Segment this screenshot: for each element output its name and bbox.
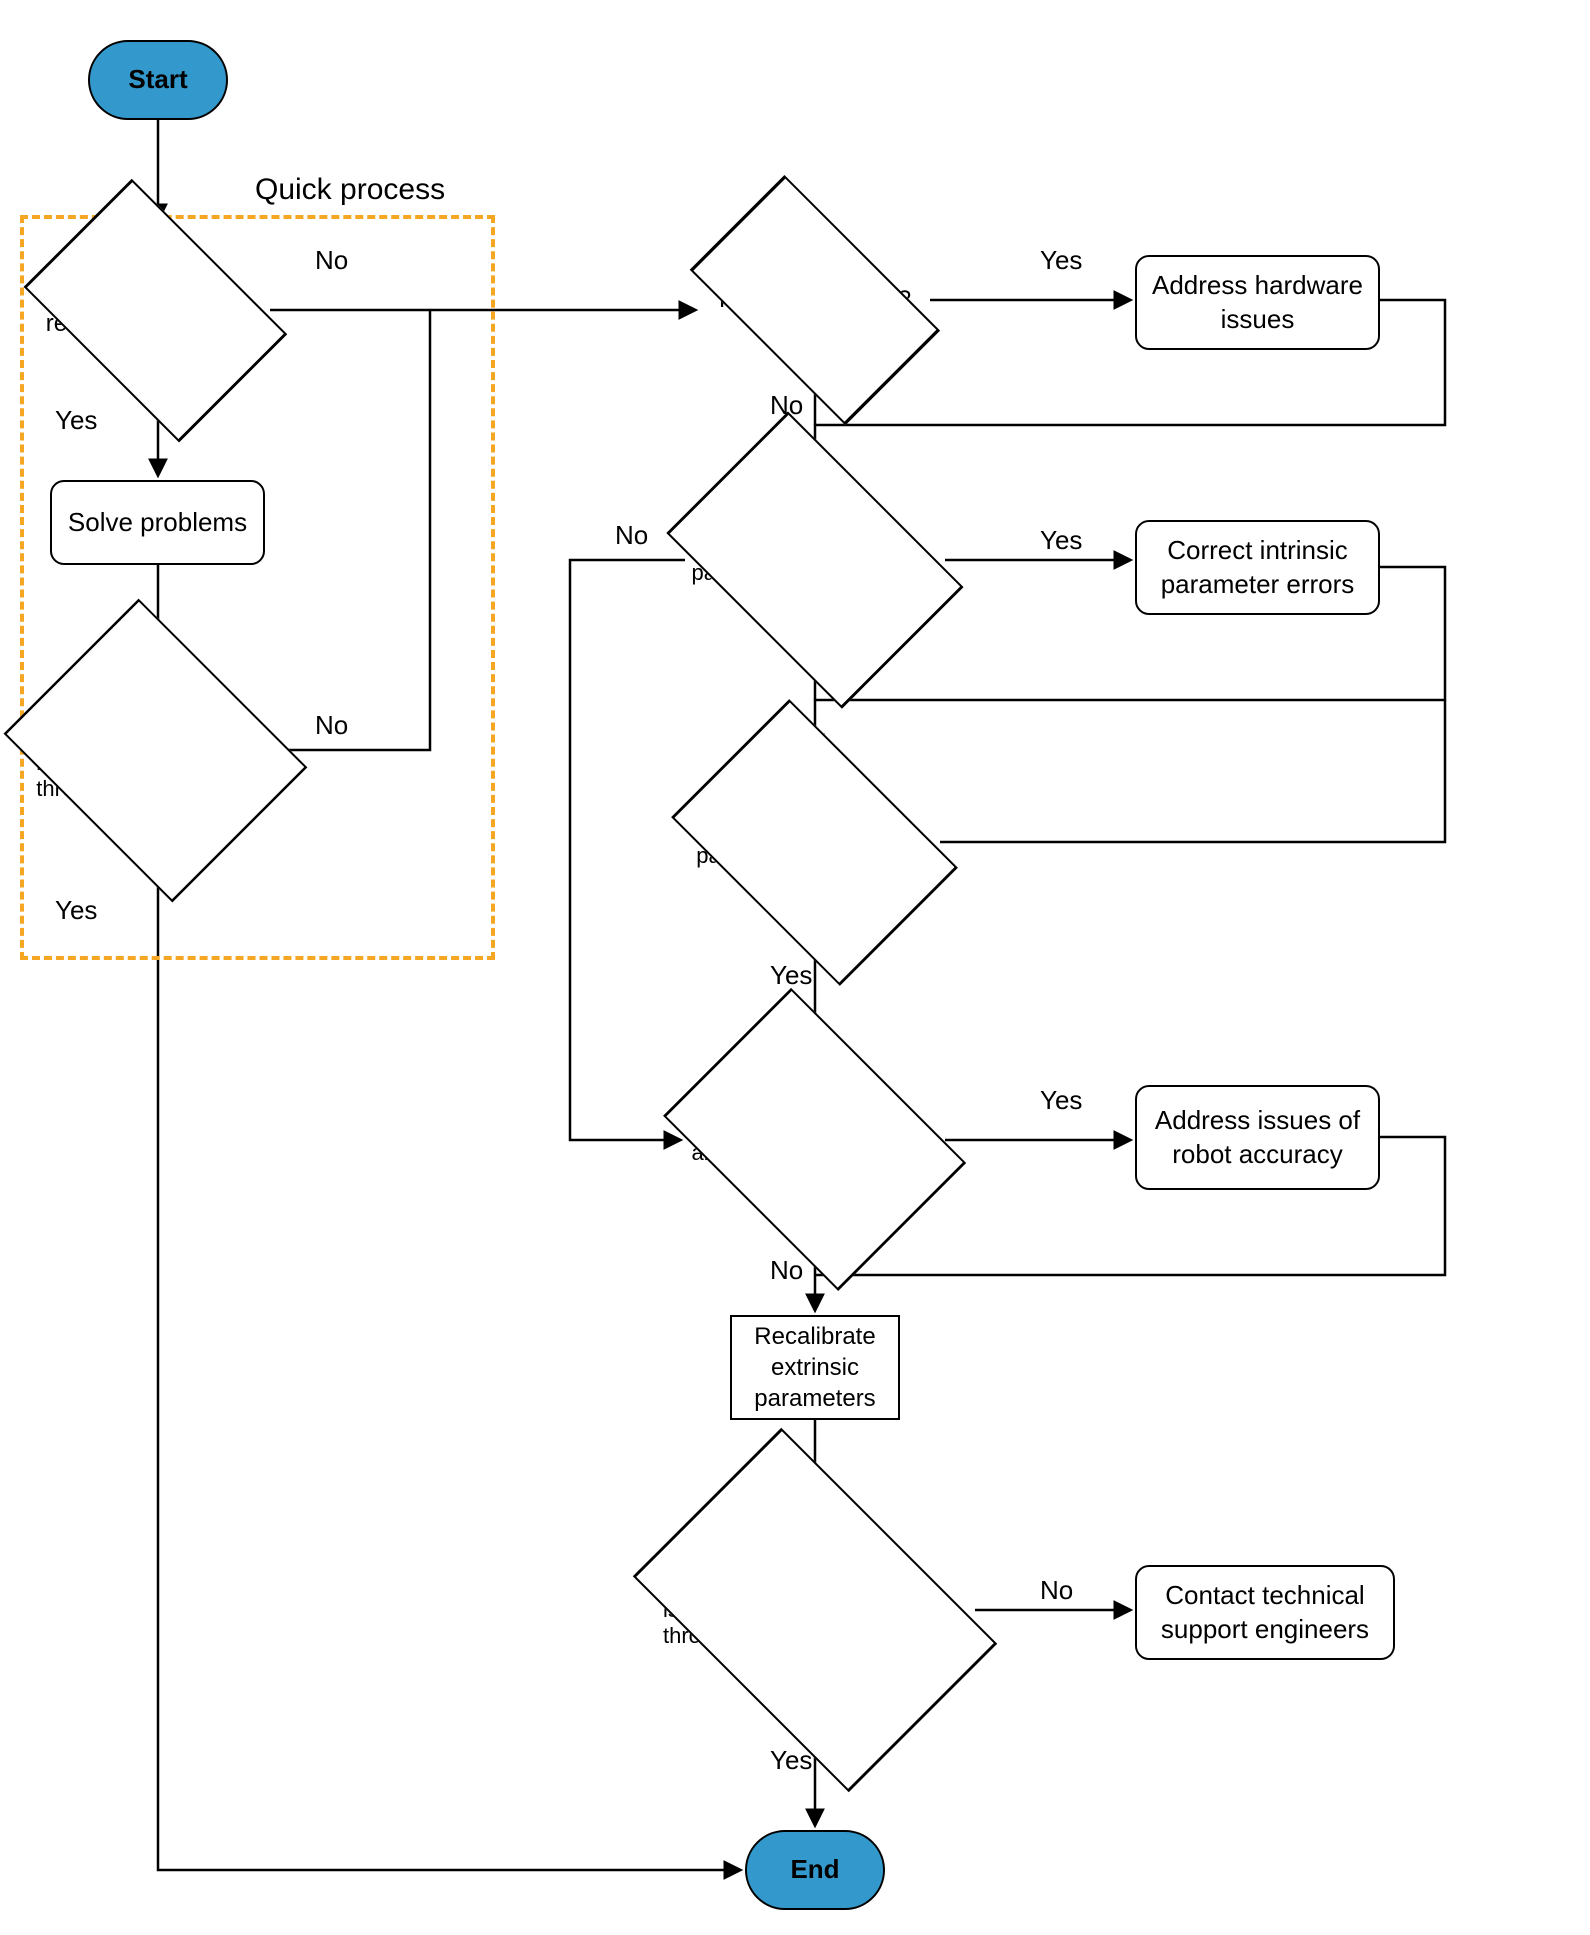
edge-label-acc_no: No	[770, 1255, 803, 1286]
edge-label-ver2_no: No	[1040, 1575, 1073, 1606]
decision-d_intr: Significant Intrinsic parameter errors?	[685, 470, 945, 650]
process-p_hw: Address hardware issues	[1135, 255, 1380, 350]
process-p_contact: Contact technical support engineers	[1135, 1565, 1395, 1660]
terminator-end: End	[745, 1830, 885, 1910]
edge-label-ver2_yes: Yes	[770, 1745, 812, 1776]
edge-label-intr_yes: Yes	[1040, 525, 1082, 556]
node-label: Address issues of robot accuracy	[1137, 1098, 1378, 1178]
edge-label-intr_no: No	[615, 520, 648, 551]
decision-d2: Verify if picking inaccuracy issue has b…	[30, 650, 280, 850]
edge-12	[940, 700, 1445, 842]
edge-label-d1_no: No	[315, 245, 348, 276]
node-label: Contact technical support engineers	[1137, 1573, 1393, 1653]
node-label: Start	[116, 57, 199, 103]
edge-label-d1_yes: Yes	[55, 405, 97, 436]
edge-label-extr_yes: Yes	[770, 960, 812, 991]
process-p_solve: Solve problems	[50, 480, 265, 565]
edge-label-acc_yes: Yes	[1040, 1085, 1082, 1116]
edge-label-hw_yes: Yes	[1040, 245, 1082, 276]
node-label: Recalibrate extrinsic parameters	[732, 1315, 898, 1421]
node-label: Correct intrinsic parameter errors	[1137, 528, 1378, 608]
decision-d1: Unqualified recognition results?	[40, 230, 270, 390]
node-label: Address hardware issues	[1137, 263, 1378, 343]
edge-20	[158, 850, 740, 1870]
quick-process-title: Quick process	[255, 173, 445, 207]
decision-d_extr: Larger extrinsic parameter errors?	[690, 755, 940, 930]
node-label: End	[778, 1847, 851, 1893]
decision-d_hw: Hardware issues?	[700, 230, 930, 370]
flowchart-canvas: Quick process Start Unqualified recogniti…	[0, 0, 1590, 1935]
process-rect-p_recal: Recalibrate extrinsic parameters	[730, 1315, 900, 1420]
terminator-start: Start	[88, 40, 228, 120]
process-p_acc: Address issues of robot accuracy	[1135, 1085, 1380, 1190]
process-p_intr: Correct intrinsic parameter errors	[1135, 520, 1380, 615]
node-label: Solve problems	[56, 500, 259, 546]
edge-9	[570, 560, 685, 1140]
decision-d_ver2: Verify if picking inaccuracy issue has b…	[655, 1500, 975, 1720]
edge-label-d2_no: No	[315, 710, 348, 741]
edge-label-d2_yes: Yes	[55, 895, 97, 926]
edge-label-hw_no: No	[770, 390, 803, 421]
decision-d_acc: Unqualified robot absolute accuracy?	[685, 1045, 945, 1235]
